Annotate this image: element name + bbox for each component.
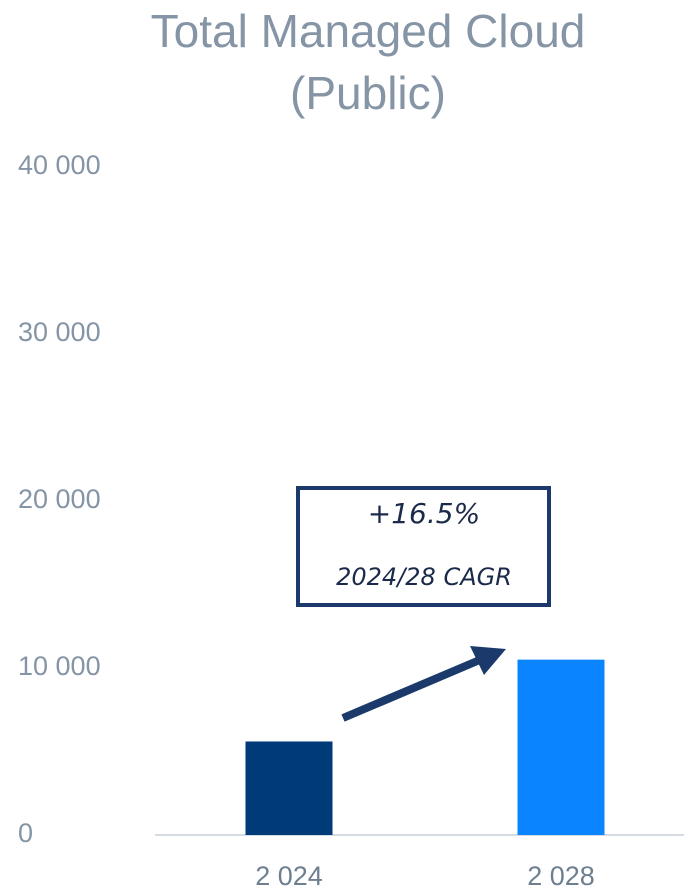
y-tick-label: 0	[18, 818, 33, 848]
y-tick-label: 10 000	[18, 651, 101, 681]
annotation-label: 2024/28 CAGR	[336, 563, 512, 591]
y-tick-label: 40 000	[18, 150, 101, 180]
y-tick-label: 30 000	[18, 317, 101, 347]
bar	[517, 659, 605, 835]
arrow-head	[470, 646, 506, 675]
annotation-value: +16.5%	[368, 497, 480, 530]
y-tick-label: 20 000	[18, 484, 101, 514]
bar	[245, 741, 333, 835]
x-tick-label: 2 024	[255, 861, 323, 891]
arrow-shaft	[341, 655, 484, 722]
chart-title: Total Managed Cloud (Public)	[150, 5, 586, 119]
annotation-box	[296, 486, 551, 607]
x-tick-label: 2 028	[527, 861, 595, 891]
